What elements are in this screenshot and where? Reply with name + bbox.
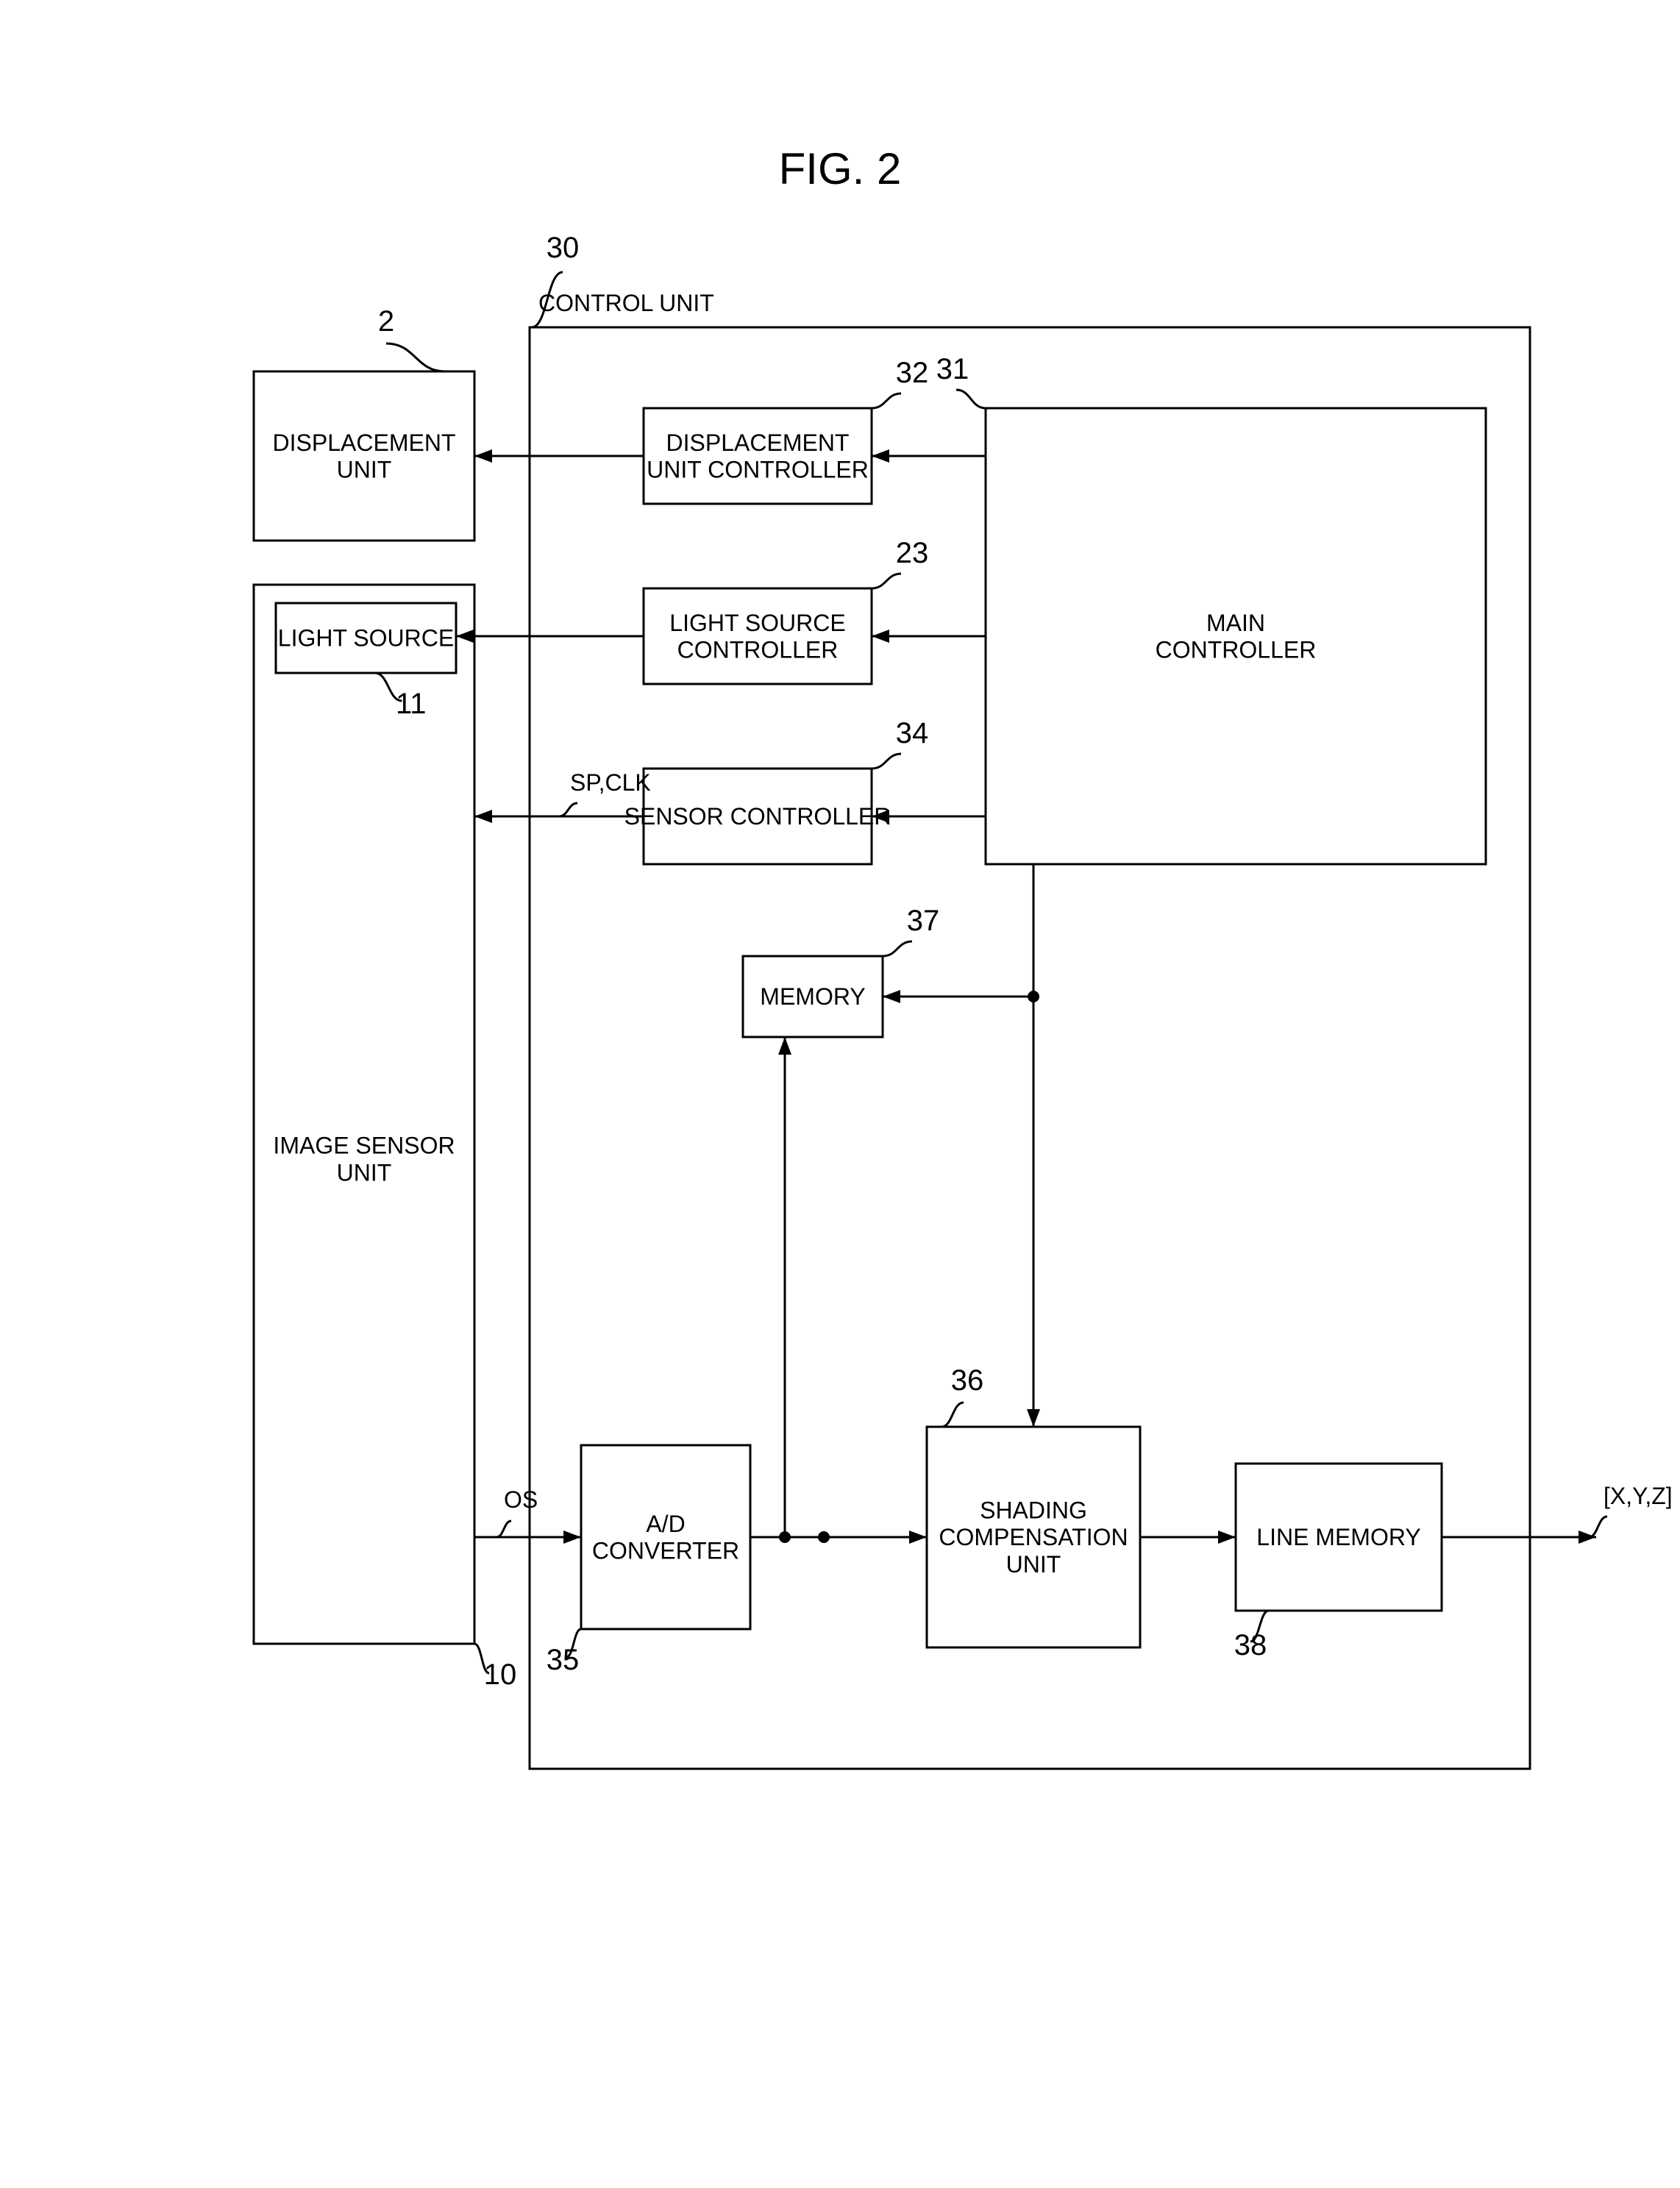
displacement-unit-controller-label: DISPLACEMENTUNIT CONTROLLER (647, 430, 869, 483)
j-to-shading-head (1027, 1409, 1040, 1427)
ad-converter-label: A/DCONVERTER (592, 1511, 739, 1564)
figure-title: FIG. 2 (779, 144, 902, 193)
duc-to-du-head (474, 449, 492, 463)
image-sensor-unit-number: 10 (484, 1658, 517, 1691)
light-source-label: LIGHT SOURCE (278, 625, 454, 652)
displacement-unit-number: 2 (378, 305, 394, 338)
lm-to-out-head (1578, 1530, 1596, 1544)
main-controller-label: MAINCONTROLLER (1156, 610, 1317, 663)
sensor-controller-number: 34 (896, 717, 929, 749)
main-controller-number: 31 (936, 353, 969, 385)
main-to-duc-head (872, 449, 889, 463)
displacement-unit-controller-number: 32 (896, 357, 929, 389)
shading-comp-number: 36 (951, 1364, 984, 1397)
memory-label: MEMORY (760, 983, 865, 1010)
image-sensor-unit-label: IMAGE SENSORUNIT (273, 1133, 455, 1186)
ad-to-sc-head (909, 1530, 927, 1544)
main-to-lsc-head (872, 630, 889, 643)
sec-to-isu-head (474, 810, 492, 823)
light-source-controller-number: 23 (896, 537, 929, 569)
memory-number: 37 (907, 905, 940, 937)
shading-comp-label: SHADINGCOMPENSATIONUNIT (939, 1497, 1128, 1578)
control-unit-label: CONTROL UNIT (538, 290, 714, 316)
sp-clk-label: SP,CLK (570, 769, 651, 796)
xyz-label: [X,Y,Z] (1604, 1483, 1673, 1509)
control-unit-number: 30 (547, 232, 580, 264)
image-sensor-unit (254, 585, 474, 1644)
lsc-to-ls-head (456, 630, 474, 643)
labels-layer: CONTROL UNIT 30 DISPLACEMENTUNIT 2 IMAGE SEN… (273, 232, 1673, 1691)
ad-branch-to-memory-head (778, 1037, 791, 1055)
ad-converter-number: 35 (547, 1644, 580, 1676)
light-source-number: 11 (396, 688, 427, 720)
sensor-controller-label: SENSOR CONTROLLER (624, 803, 891, 830)
light-source-controller-label: LIGHT SOURCECONTROLLER (669, 610, 845, 663)
isu-to-ad-head (563, 1530, 581, 1544)
boxes-layer (254, 327, 1530, 1769)
j-to-memory-head (883, 990, 900, 1003)
os-label: OS (504, 1486, 538, 1513)
block-diagram: FIG. 2 CONTROL UNIT 30 DISPLACEMENTUNIT 2 IM… (0, 0, 1680, 2188)
displacement-unit-label: DISPLACEMENTUNIT (273, 430, 456, 483)
line-memory-number: 38 (1234, 1629, 1267, 1661)
line-memory-label: LINE MEMORY (1256, 1524, 1420, 1550)
sc-to-lm-head (1218, 1530, 1236, 1544)
